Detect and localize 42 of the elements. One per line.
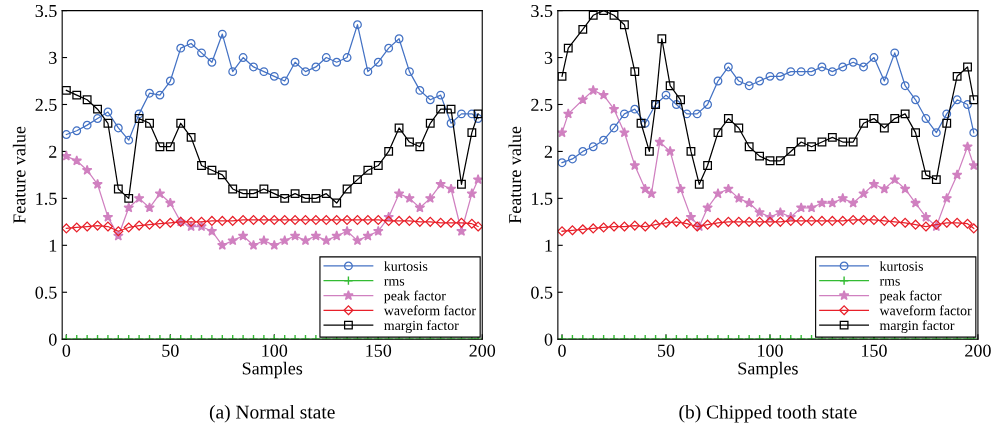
legend-label: peak factor (384, 290, 446, 304)
legend-label: waveform factor (383, 305, 476, 316)
x-tick-label: 50 (162, 344, 179, 357)
x-axis-title: Samples (738, 361, 798, 379)
y-tick-label: 0.5 (35, 286, 57, 299)
legend-label: kurtosis (879, 261, 923, 271)
y-tick-label: 2 (544, 145, 552, 158)
y-tick-label: 0 (48, 333, 57, 346)
x-tick-label: 100 (758, 344, 783, 357)
y-tick-label: 2.5 (35, 98, 57, 112)
legend-label: waveform factor (879, 305, 972, 316)
legend-label: rms (879, 279, 900, 286)
text: (b) Chipped tooth state (679, 404, 857, 423)
y-tick-label: 3 (544, 51, 553, 64)
x-tick-label: 100 (262, 344, 288, 357)
x-tick-label: 0 (62, 344, 71, 357)
legend-label: margin factor (879, 320, 955, 333)
y-axis-title: Feature value (508, 126, 522, 224)
x-tick-label: 150 (366, 344, 392, 357)
y-tick-label: 2.5 (531, 98, 553, 112)
y-axis-title: Feature value (12, 126, 26, 224)
y-tick-label: 1 (545, 239, 552, 252)
y-tick-label: 3.5 (531, 4, 553, 18)
y-tick-label: 1.5 (532, 192, 553, 205)
x-tick-label: 200 (469, 344, 496, 357)
x-tick-label: 150 (862, 344, 887, 357)
y-tick-label: 0 (544, 333, 553, 346)
y-tick-label: 1 (49, 239, 57, 252)
x-tick-label: 0 (558, 344, 566, 357)
legend-label: peak factor (879, 290, 942, 304)
legend-label: rms (384, 279, 405, 286)
y-tick-label: 1.5 (36, 192, 57, 205)
y-tick-label: 0.5 (531, 286, 553, 299)
y-tick-label: 2 (49, 145, 57, 158)
legend-label: margin factor (384, 320, 459, 333)
x-axis-title: Samples (242, 361, 303, 379)
text: (a) Normal state (209, 404, 335, 423)
x-tick-label: 50 (658, 344, 675, 357)
x-tick-label: 200 (965, 344, 991, 357)
legend-label: kurtosis (384, 261, 428, 271)
y-tick-label: 3 (49, 51, 57, 64)
y-tick-label: 3.5 (35, 4, 57, 18)
